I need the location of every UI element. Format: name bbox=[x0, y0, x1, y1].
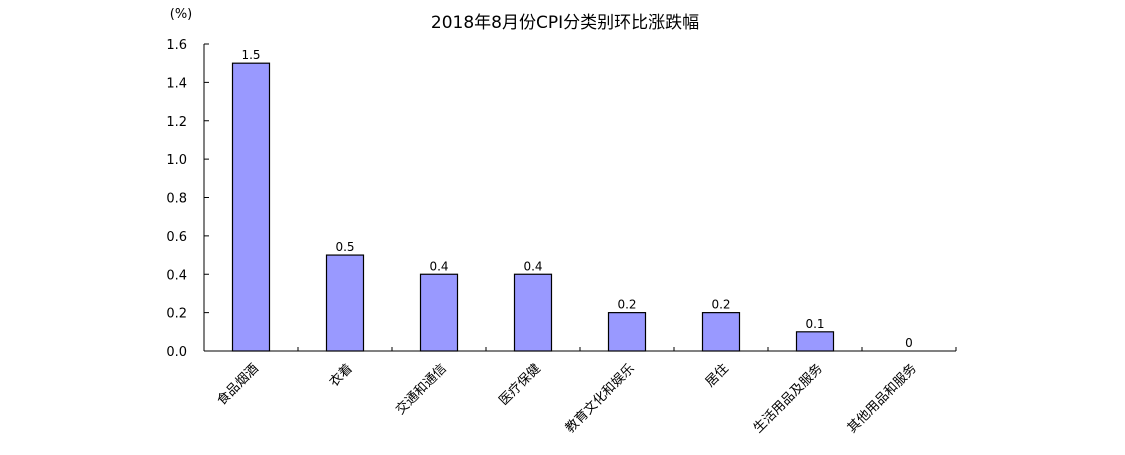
y-tick-label: 1.0 bbox=[166, 153, 187, 168]
y-tick-label: 1.4 bbox=[166, 76, 187, 91]
data-label: 0 bbox=[905, 336, 913, 350]
bar-series bbox=[231, 62, 835, 352]
y-tick-label: 0.0 bbox=[166, 345, 187, 360]
data-labels: 1.5 0.5 0.4 0.4 0.2 0.2 0.1 0 bbox=[241, 48, 912, 350]
bar bbox=[795, 331, 835, 352]
bar bbox=[419, 273, 459, 352]
category-label: 交通和通信 bbox=[393, 361, 450, 418]
y-tick-label: 1.2 bbox=[166, 115, 187, 130]
y-tick-label: 1.6 bbox=[166, 38, 187, 53]
chart-title: 2018年8月份CPI分类别环比涨跌幅 bbox=[431, 13, 699, 33]
category-label: 生活用品及服务 bbox=[750, 361, 826, 437]
y-tick-label: 0.8 bbox=[166, 192, 187, 207]
category-label: 医疗保健 bbox=[496, 361, 543, 408]
y-tick-label: 0.4 bbox=[166, 268, 187, 283]
y-tick-label: 0.6 bbox=[166, 230, 187, 245]
bar bbox=[513, 273, 553, 352]
bar bbox=[607, 312, 647, 352]
bar bbox=[325, 254, 365, 352]
data-label: 0.5 bbox=[335, 240, 354, 254]
bar bbox=[231, 62, 271, 352]
data-label: 0.4 bbox=[523, 259, 542, 273]
y-axis-ticks: 0.0 0.2 0.4 0.6 0.8 1.0 1.2 1.4 1.6 bbox=[166, 38, 209, 360]
y-tick-label: 0.2 bbox=[166, 307, 187, 322]
x-axis-ticks bbox=[203, 347, 957, 351]
y-axis-unit-label: (%) bbox=[170, 7, 193, 22]
category-labels: 食品烟酒 衣着 交通和通信 医疗保健 教育文化和娱乐 居住 生活用品及服务 其他用品和服务 bbox=[214, 361, 920, 437]
category-label: 居住 bbox=[703, 361, 732, 390]
category-label: 食品烟酒 bbox=[214, 361, 262, 409]
data-label: 0.1 bbox=[805, 317, 824, 331]
data-label: 0.4 bbox=[429, 259, 448, 273]
bar bbox=[701, 312, 741, 352]
data-label: 0.2 bbox=[711, 298, 730, 312]
category-label: 衣着 bbox=[326, 361, 356, 391]
data-label: 1.5 bbox=[241, 48, 260, 62]
category-label: 教育文化和娱乐 bbox=[562, 361, 638, 437]
category-label: 其他用品和服务 bbox=[844, 361, 920, 437]
data-label: 0.2 bbox=[617, 298, 636, 312]
